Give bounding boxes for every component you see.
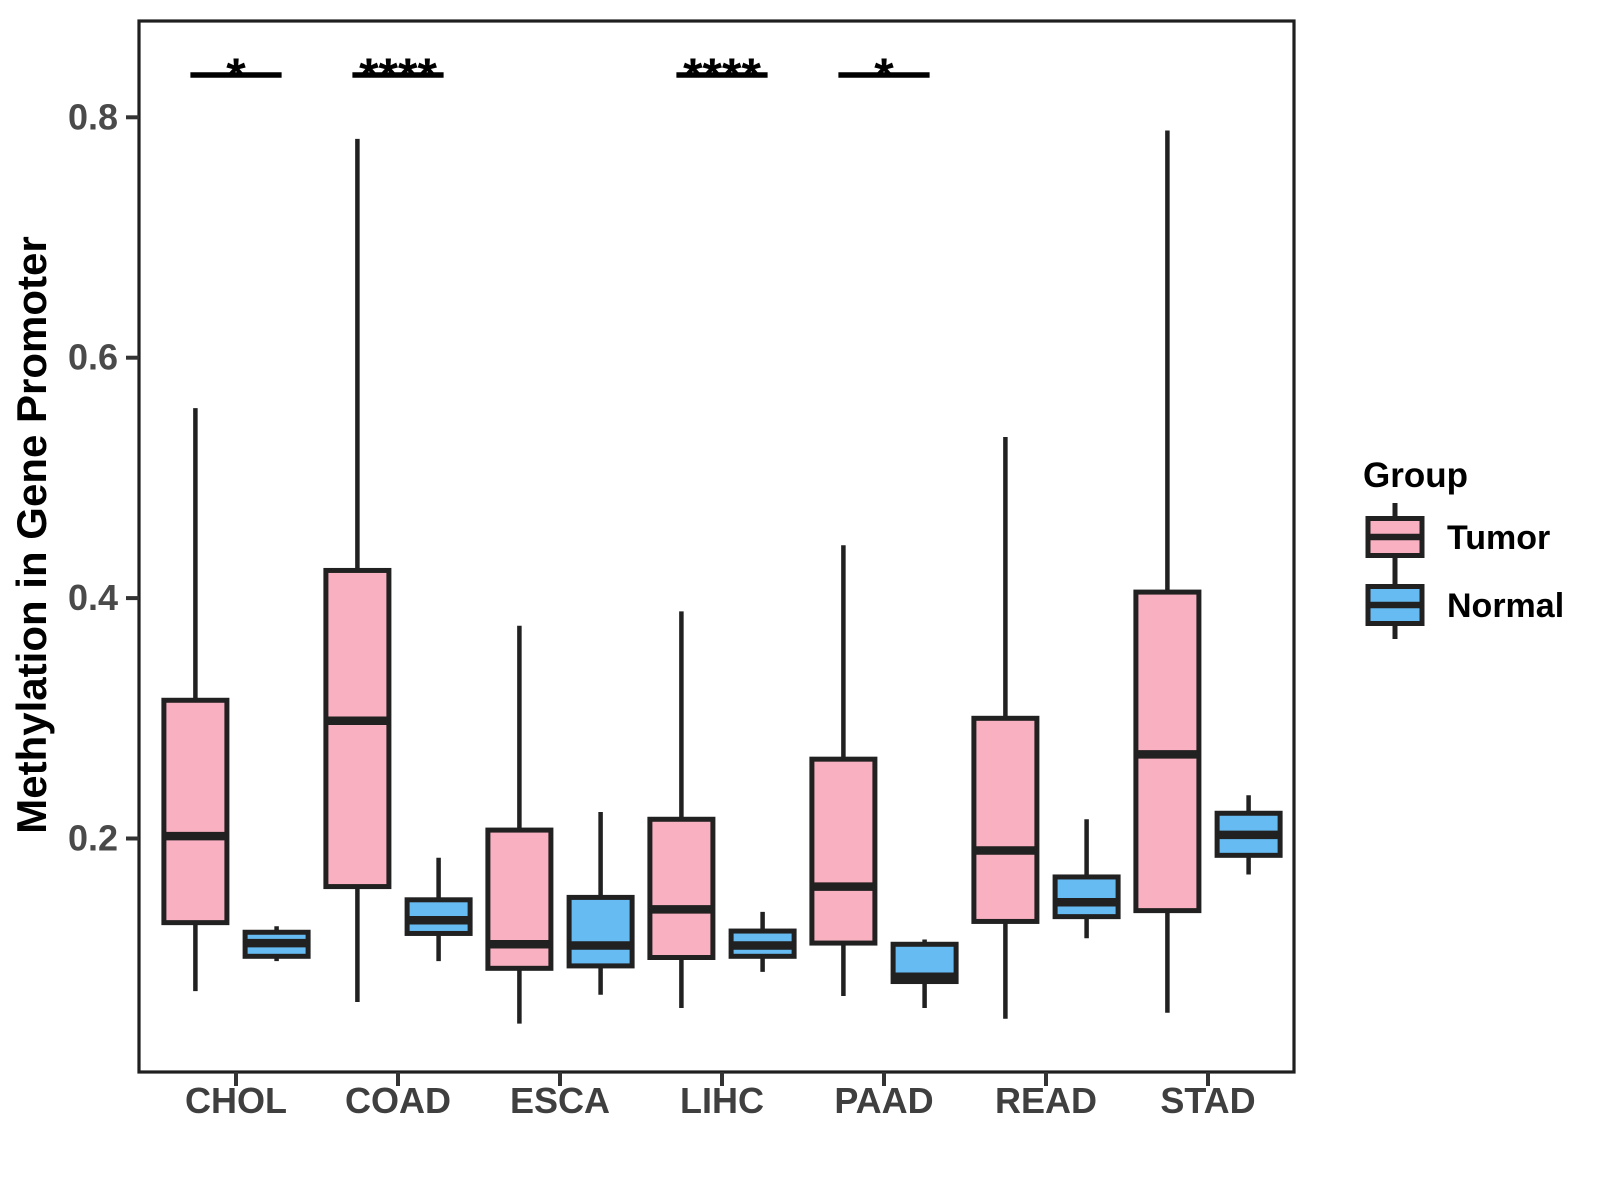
- box-paad-normal: [890, 939, 959, 1008]
- x-tick-label-lihc: LIHC: [680, 1080, 764, 1121]
- significance-layer: * **** **** *: [190, 48, 930, 104]
- x-tick-label-chol: CHOL: [185, 1080, 287, 1121]
- x-tick-label-stad: STAD: [1160, 1080, 1255, 1121]
- significance-lihc: ****: [676, 48, 768, 104]
- x-tick-label-read: READ: [995, 1080, 1097, 1121]
- x-tick-label-esca: ESCA: [510, 1080, 610, 1121]
- y-tick-label: 0.6: [68, 337, 118, 378]
- box-stad-tumor: [1133, 130, 1202, 1013]
- iqr-box: [647, 816, 716, 960]
- box-stad-normal: [1214, 795, 1283, 875]
- significance-stars: ****: [683, 48, 761, 104]
- legend-key-normal: [1365, 571, 1425, 639]
- iqr-box: [809, 756, 878, 946]
- box-paad-tumor: [809, 545, 878, 996]
- box-coad-tumor: [323, 138, 392, 1002]
- significance-stars: ****: [359, 48, 437, 104]
- y-axis-title: Methylation in Gene Promoter: [8, 236, 55, 833]
- box-read-normal: [1052, 819, 1121, 939]
- box-esca-tumor: [485, 625, 554, 1024]
- plot-panel: [137, 19, 1296, 1074]
- legend-label-tumor: Tumor: [1447, 519, 1550, 557]
- panel-border: [137, 19, 1296, 1074]
- y-tick-label: 0.4: [68, 577, 118, 618]
- significance-coad: ****: [352, 48, 444, 104]
- y-tick-label: 0.8: [68, 96, 118, 137]
- significance-paad: *: [838, 48, 930, 104]
- significance-stars: *: [226, 48, 246, 104]
- box-lihc-tumor: [647, 611, 716, 1008]
- iqr-box: [161, 697, 230, 926]
- legend: Group Tumor Normal: [1363, 456, 1564, 639]
- box-coad-normal: [404, 857, 473, 962]
- legend-title: Group: [1363, 456, 1468, 495]
- iqr-box: [323, 567, 392, 890]
- box-esca-normal: [566, 812, 635, 995]
- y-tick-label: 0.2: [68, 818, 118, 859]
- significance-stars: *: [874, 48, 894, 104]
- x-axis: CHOL COAD ESCA LIHC PAAD READ STAD: [185, 1072, 1256, 1121]
- x-tick-label-coad: COAD: [345, 1080, 451, 1121]
- box-lihc-normal: [728, 911, 797, 972]
- y-axis: 0.2 0.4 0.6 0.8 Methylation in Gene Promoter: [8, 96, 139, 859]
- iqr-box: [971, 715, 1040, 924]
- box-read-tumor: [971, 437, 1040, 1019]
- x-tick-label-paad: PAAD: [834, 1080, 933, 1121]
- significance-chol: *: [190, 48, 282, 104]
- box-chol-normal: [242, 926, 311, 962]
- boxplot-series: [161, 130, 1283, 1024]
- iqr-box: [566, 894, 635, 969]
- iqr-box: [1052, 874, 1121, 920]
- legend-label-normal: Normal: [1447, 587, 1564, 625]
- legend-key-tumor: [1365, 503, 1425, 571]
- box-chol-tumor: [161, 408, 230, 992]
